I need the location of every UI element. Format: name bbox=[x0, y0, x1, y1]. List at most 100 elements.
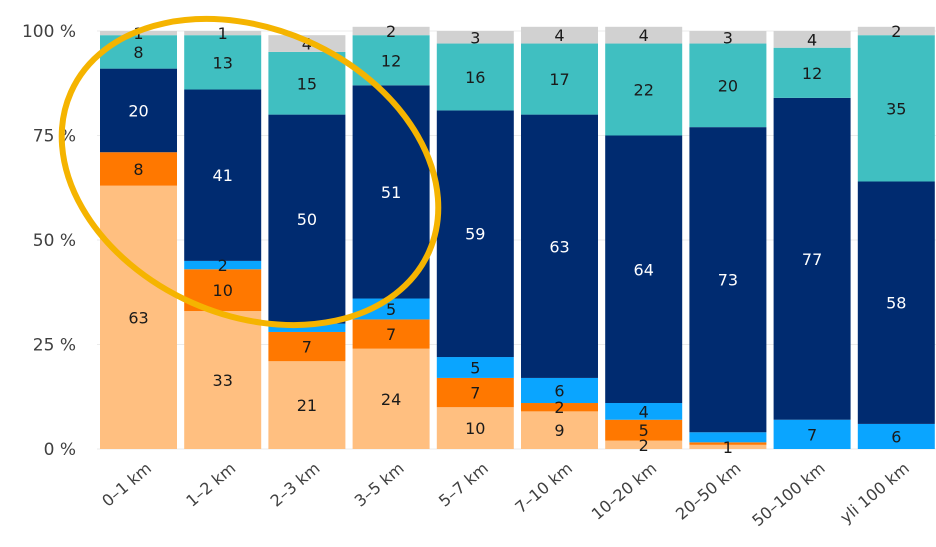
bar-segment bbox=[436, 110, 514, 358]
data-label: 5 bbox=[639, 421, 649, 440]
x-tick-label: 20–50 km bbox=[672, 459, 744, 524]
bar-segment bbox=[521, 377, 598, 404]
data-label: 20 bbox=[718, 76, 738, 95]
data-label: 16 bbox=[465, 68, 485, 87]
bar-segment bbox=[184, 311, 262, 449]
y-tick-label: 50 % bbox=[33, 231, 76, 251]
x-tick-label: 3–5 km bbox=[351, 459, 408, 511]
data-label: 4 bbox=[639, 26, 649, 45]
bar-segment bbox=[689, 127, 767, 433]
data-label: 6 bbox=[891, 427, 901, 446]
bar-segment bbox=[689, 31, 767, 44]
data-label: 2 bbox=[639, 436, 649, 455]
data-label: 7 bbox=[386, 325, 396, 344]
bar-segment bbox=[773, 47, 851, 98]
data-label: 64 bbox=[634, 260, 654, 279]
bar-segment bbox=[857, 181, 935, 424]
x-tick-label: 5–7 km bbox=[435, 459, 492, 511]
bar-segment bbox=[773, 31, 851, 48]
bar-segment bbox=[773, 419, 851, 449]
bar-segment bbox=[268, 51, 346, 115]
bar-segment bbox=[857, 423, 935, 449]
data-label: 35 bbox=[886, 99, 906, 118]
y-tick-label: 0 % bbox=[44, 440, 76, 460]
bar-segment bbox=[352, 85, 430, 299]
bar-segment bbox=[352, 319, 430, 349]
bar-segment bbox=[521, 43, 598, 115]
data-label: 15 bbox=[297, 74, 317, 93]
data-label: 73 bbox=[718, 271, 738, 290]
x-tick-label: yli 100 km bbox=[836, 459, 913, 527]
data-label: 22 bbox=[634, 81, 654, 100]
bar-segment bbox=[352, 26, 430, 36]
bar-segment bbox=[605, 43, 683, 136]
bar-segment bbox=[436, 407, 514, 449]
bar-segment bbox=[605, 135, 683, 404]
bar-segment bbox=[352, 298, 430, 320]
bar-segment bbox=[436, 377, 514, 408]
data-label: 77 bbox=[802, 250, 822, 269]
x-tick-label: 10–20 km bbox=[588, 459, 660, 524]
data-label: 2 bbox=[218, 256, 228, 275]
data-label: 2 bbox=[386, 22, 396, 41]
x-tick-label: 0–1 km bbox=[98, 459, 155, 511]
data-label: 6 bbox=[554, 381, 564, 400]
data-label: 12 bbox=[802, 64, 822, 83]
data-label: 5 bbox=[386, 300, 396, 319]
data-label: 41 bbox=[213, 166, 233, 185]
data-label: 8 bbox=[133, 160, 143, 179]
bar-segment bbox=[689, 43, 767, 128]
x-tick-label: 2–3 km bbox=[267, 459, 324, 511]
data-label: 24 bbox=[381, 390, 401, 409]
bar-segment bbox=[605, 419, 683, 441]
bar-segment bbox=[436, 43, 514, 111]
data-label: 10 bbox=[213, 281, 233, 300]
bar-segment bbox=[857, 35, 935, 182]
data-label: 1 bbox=[218, 24, 228, 43]
y-axis: 0 % 25 % 50 % 75 % 100 % bbox=[22, 22, 76, 460]
bar-segment bbox=[100, 152, 177, 186]
bar-segment bbox=[605, 26, 683, 44]
bar-segment bbox=[521, 114, 598, 378]
data-label: 17 bbox=[549, 70, 569, 89]
x-tick-label: 50–100 km bbox=[748, 459, 828, 531]
bar-segment bbox=[184, 89, 262, 261]
data-label: 51 bbox=[381, 183, 401, 202]
bar-segment bbox=[184, 35, 262, 90]
bar-segment bbox=[268, 331, 346, 362]
data-label: 21 bbox=[297, 396, 317, 415]
data-label: 2 bbox=[891, 22, 901, 41]
data-label: 7 bbox=[302, 338, 312, 357]
bar-segment bbox=[773, 97, 851, 420]
data-label: 4 bbox=[807, 30, 817, 49]
bar-segment bbox=[100, 185, 177, 449]
bar-segment bbox=[605, 440, 683, 449]
data-label: 7 bbox=[470, 384, 480, 403]
x-axis: 0–1 km 1–2 km 2–3 km 3–5 km 5–7 km 7–10 km 10–… bbox=[98, 459, 913, 531]
bar-segment bbox=[268, 361, 346, 449]
y-tick-label: 100 % bbox=[22, 22, 76, 42]
highlight-ellipse bbox=[58, 15, 442, 329]
data-label: 4 bbox=[639, 402, 649, 421]
bar-segment bbox=[857, 26, 935, 36]
bar-segment bbox=[184, 31, 262, 36]
y-tick-label: 25 % bbox=[33, 336, 76, 356]
data-label: 33 bbox=[213, 371, 233, 390]
data-label: 4 bbox=[554, 26, 564, 45]
bar-segment bbox=[184, 260, 262, 270]
bar-segment bbox=[268, 323, 346, 332]
data-label: 7 bbox=[807, 425, 817, 444]
data-label: 13 bbox=[213, 53, 233, 72]
data-label: 3 bbox=[470, 28, 480, 47]
data-label: 9 bbox=[554, 421, 564, 440]
data-label: 8 bbox=[133, 43, 143, 62]
bar-segment bbox=[689, 432, 767, 443]
y-tick-label: 75 % bbox=[33, 127, 76, 147]
bar-segment bbox=[352, 348, 430, 449]
bars bbox=[100, 26, 935, 449]
bar-segment bbox=[521, 26, 598, 44]
data-label: 63 bbox=[549, 237, 569, 256]
x-tick-label: 7–10 km bbox=[511, 459, 576, 518]
x-tick-label: 1–2 km bbox=[182, 459, 239, 511]
